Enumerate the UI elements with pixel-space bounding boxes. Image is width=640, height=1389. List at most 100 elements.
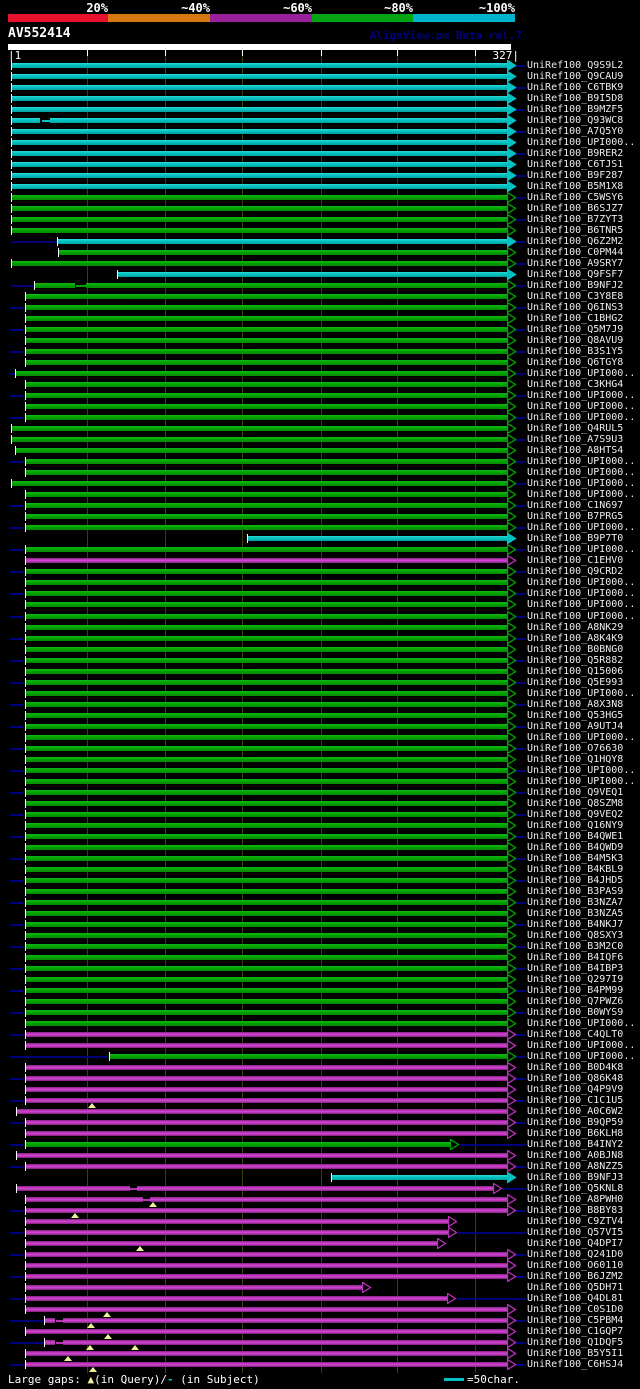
alignment-bar[interactable] — [26, 1285, 362, 1290]
alignment-bar[interactable] — [26, 867, 507, 872]
hit-label[interactable]: UniRef100_B6SJZ7 — [527, 203, 624, 214]
alignment-bar[interactable] — [26, 1087, 507, 1092]
hit-label[interactable]: UniRef100_A9SRY7 — [527, 258, 624, 269]
alignment-bar[interactable] — [12, 74, 507, 79]
hit-label[interactable]: UniRef100_Q6INS3 — [527, 302, 624, 313]
alignment-bar[interactable] — [26, 702, 507, 707]
hit-label[interactable]: UniRef100_Q9S9L2 — [527, 60, 624, 71]
hit-label[interactable]: UniRef100_UPI000.. — [527, 588, 636, 599]
hit-label[interactable]: UniRef100_Q8SXY3 — [527, 930, 624, 941]
alignment-bar[interactable] — [26, 757, 507, 762]
hit-label[interactable]: UniRef100_UPI000.. — [527, 1051, 636, 1062]
hit-label[interactable]: UniRef100_UPI000.. — [527, 599, 636, 610]
hit-label[interactable]: UniRef100_C6HSJ4 — [527, 1359, 624, 1370]
hit-label[interactable]: UniRef100_Q9VEQ2 — [527, 809, 624, 820]
alignment-bar[interactable] — [26, 625, 507, 630]
hit-label[interactable]: UniRef100_B0BNG0 — [527, 644, 624, 655]
hit-label[interactable]: UniRef100_O76630 — [527, 743, 624, 754]
alignment-bar[interactable] — [59, 250, 507, 255]
alignment-bar[interactable] — [150, 1197, 507, 1202]
hit-label[interactable]: UniRef100_UPI000.. — [527, 368, 636, 379]
hit-label[interactable]: UniRef100_Q5DH71 — [527, 1282, 624, 1293]
hit-label[interactable]: UniRef100_UPI000.. — [527, 544, 636, 555]
hit-label[interactable]: UniRef100_Q4DPI7 — [527, 1238, 624, 1249]
hit-label[interactable]: UniRef100_C4QLT0 — [527, 1029, 624, 1040]
hit-label[interactable]: UniRef100_Q15006 — [527, 666, 624, 677]
alignment-bar[interactable] — [26, 834, 507, 839]
alignment-bar[interactable] — [26, 768, 507, 773]
alignment-bar[interactable] — [26, 680, 507, 685]
alignment-bar[interactable] — [137, 1186, 493, 1191]
alignment-bar[interactable] — [26, 591, 507, 596]
alignment-bar[interactable] — [26, 1010, 507, 1015]
hit-label[interactable]: UniRef100_A8NZZ5 — [527, 1161, 624, 1172]
hit-label[interactable]: UniRef100_C3Y8E8 — [527, 291, 624, 302]
alignment-bar[interactable] — [26, 1274, 507, 1279]
hit-label[interactable]: UniRef100_A7S9U3 — [527, 434, 624, 445]
alignment-bar[interactable] — [12, 206, 507, 211]
alignment-bar[interactable] — [26, 647, 507, 652]
hit-label[interactable]: UniRef100_UPI000.. — [527, 467, 636, 478]
hit-label[interactable]: UniRef100_O60110 — [527, 1260, 624, 1271]
hit-label[interactable]: UniRef100_C1C1U5 — [527, 1095, 624, 1106]
hit-label[interactable]: UniRef100_C6TJS1 — [527, 159, 624, 170]
hit-label[interactable]: UniRef100_UPI000.. — [527, 577, 636, 588]
hit-label[interactable]: UniRef100_UPI000.. — [527, 1040, 636, 1051]
alignment-bar[interactable] — [12, 63, 507, 68]
alignment-bar[interactable] — [26, 327, 507, 332]
alignment-bar[interactable] — [17, 1186, 130, 1191]
alignment-bar[interactable] — [26, 933, 507, 938]
hit-label[interactable]: UniRef100_UPI000.. — [527, 611, 636, 622]
alignment-bar[interactable] — [12, 85, 507, 90]
alignment-bar[interactable] — [26, 911, 507, 916]
alignment-bar[interactable] — [63, 1318, 507, 1323]
alignment-bar[interactable] — [26, 823, 507, 828]
alignment-bar[interactable] — [118, 272, 507, 277]
hit-label[interactable]: UniRef100_UPI000.. — [527, 478, 636, 489]
alignment-bar[interactable] — [26, 393, 507, 398]
alignment-bar[interactable] — [26, 944, 507, 949]
hit-label[interactable]: UniRef100_Q5E993 — [527, 677, 624, 688]
alignment-bar[interactable] — [12, 118, 40, 123]
alignment-bar[interactable] — [26, 900, 507, 905]
alignment-bar[interactable] — [26, 1098, 507, 1103]
alignment-bar[interactable] — [12, 184, 507, 189]
hit-label[interactable]: UniRef100_B9QP59 — [527, 1117, 624, 1128]
hit-label[interactable]: UniRef100_B0WYS9 — [527, 1007, 624, 1018]
alignment-bar[interactable] — [58, 239, 507, 244]
hit-label[interactable]: UniRef100_B5Y5I1 — [527, 1348, 624, 1359]
alignment-bar[interactable] — [26, 338, 507, 343]
alignment-bar[interactable] — [26, 1021, 507, 1026]
hit-label[interactable]: UniRef100_A8PWH0 — [527, 1194, 624, 1205]
hit-label[interactable]: UniRef100_B9I5D8 — [527, 93, 624, 104]
alignment-bar[interactable] — [26, 713, 507, 718]
hit-label[interactable]: UniRef100_UPI000.. — [527, 522, 636, 533]
alignment-bar[interactable] — [26, 525, 507, 530]
hit-label[interactable]: UniRef100_B3NZA7 — [527, 897, 624, 908]
alignment-bar[interactable] — [26, 966, 507, 971]
alignment-bar[interactable] — [26, 1219, 448, 1224]
hit-label[interactable]: UniRef100_A8HTS4 — [527, 445, 624, 456]
alignment-bar[interactable] — [26, 922, 507, 927]
hit-label[interactable]: UniRef100_Q86K48 — [527, 1073, 624, 1084]
alignment-bar[interactable] — [110, 1054, 507, 1059]
alignment-bar[interactable] — [16, 371, 507, 376]
hit-label[interactable]: UniRef100_Q5M7J9 — [527, 324, 624, 335]
hit-label[interactable]: UniRef100_UPI000.. — [527, 732, 636, 743]
hit-label[interactable]: UniRef100_B7ZYT3 — [527, 214, 624, 225]
alignment-bar[interactable] — [26, 382, 507, 387]
hit-label[interactable]: UniRef100_A8NK29 — [527, 622, 624, 633]
alignment-bar[interactable] — [26, 349, 507, 354]
hit-label[interactable]: UniRef100_B6TNR5 — [527, 225, 624, 236]
alignment-bar[interactable] — [17, 1109, 507, 1114]
alignment-bar[interactable] — [26, 735, 507, 740]
alignment-bar[interactable] — [26, 658, 507, 663]
alignment-bar[interactable] — [26, 316, 507, 321]
hit-label[interactable]: UniRef100_Q9CAU9 — [527, 71, 624, 82]
alignment-bar[interactable] — [26, 602, 507, 607]
alignment-bar[interactable] — [26, 614, 507, 619]
alignment-bar[interactable] — [12, 261, 507, 266]
alignment-bar[interactable] — [26, 878, 507, 883]
hit-label[interactable]: UniRef100_Q7PWZ6 — [527, 996, 624, 1007]
alignment-bar[interactable] — [26, 514, 507, 519]
